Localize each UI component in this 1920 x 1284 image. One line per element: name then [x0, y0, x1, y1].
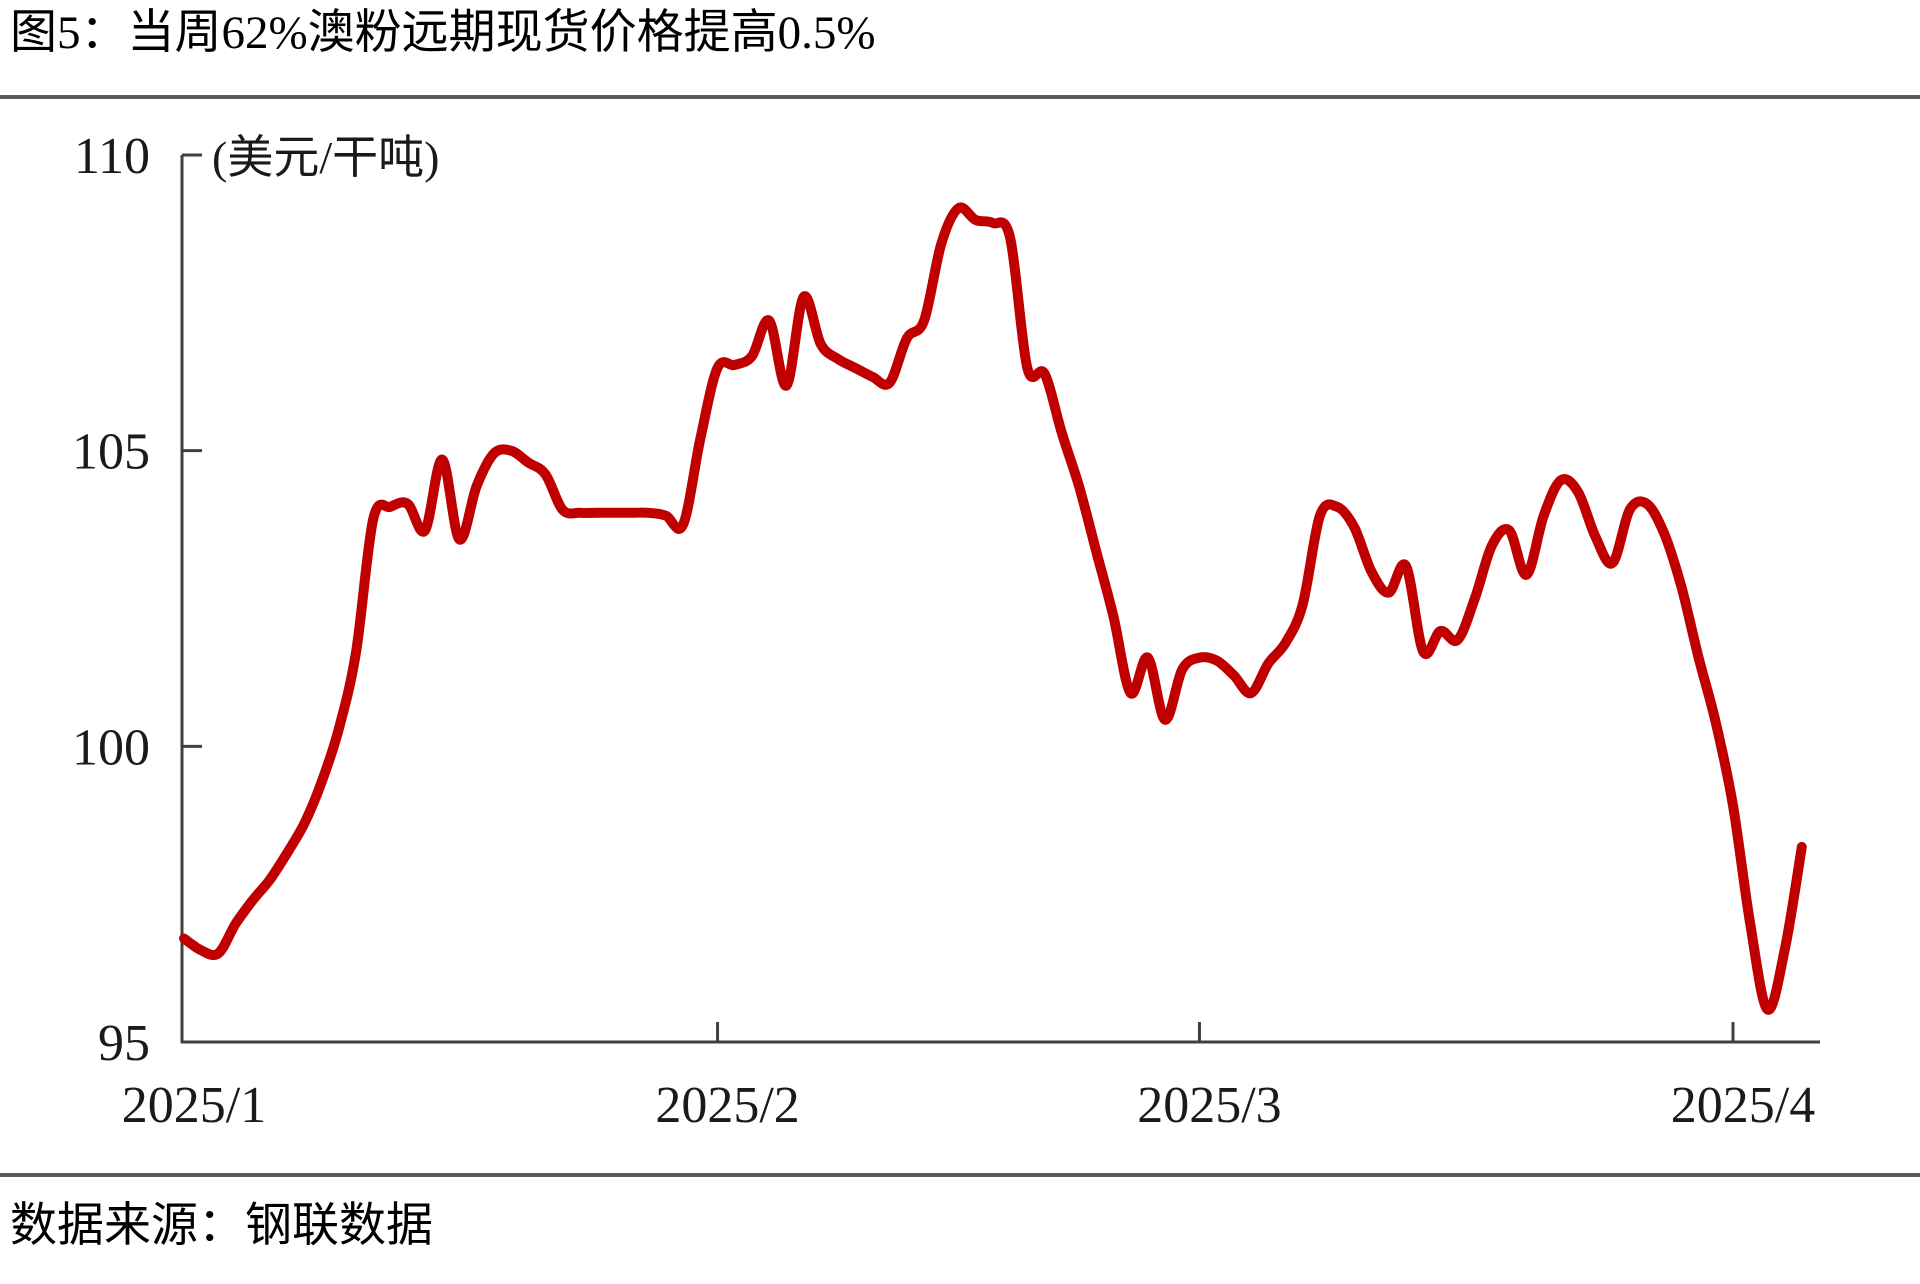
- y-tick-label-100: 100: [72, 719, 150, 776]
- y-tick-label-110: 110: [74, 128, 150, 185]
- title-underline: [0, 95, 1920, 99]
- y-tick-label-95: 95: [98, 1015, 150, 1072]
- data-source-note: 数据来源：钢联数据: [10, 1200, 433, 1252]
- figure-title: 图5：当周62%澳粉远期现货价格提高0.5%: [10, 7, 876, 59]
- x-tick-label-2025/3: 2025/3: [1137, 1077, 1281, 1134]
- x-tick-label-2025/2: 2025/2: [655, 1077, 799, 1134]
- y-axis-unit-label: (美元/干吨): [212, 132, 439, 183]
- price-series-line: [179, 202, 1807, 1015]
- x-tick-label-2025/4: 2025/4: [1671, 1077, 1815, 1134]
- y-tick-label-105: 105: [72, 424, 150, 481]
- footer-rule: [0, 1173, 1920, 1177]
- axes: [180, 155, 1820, 1044]
- x-tick-label-2025/1: 2025/1: [122, 1077, 266, 1134]
